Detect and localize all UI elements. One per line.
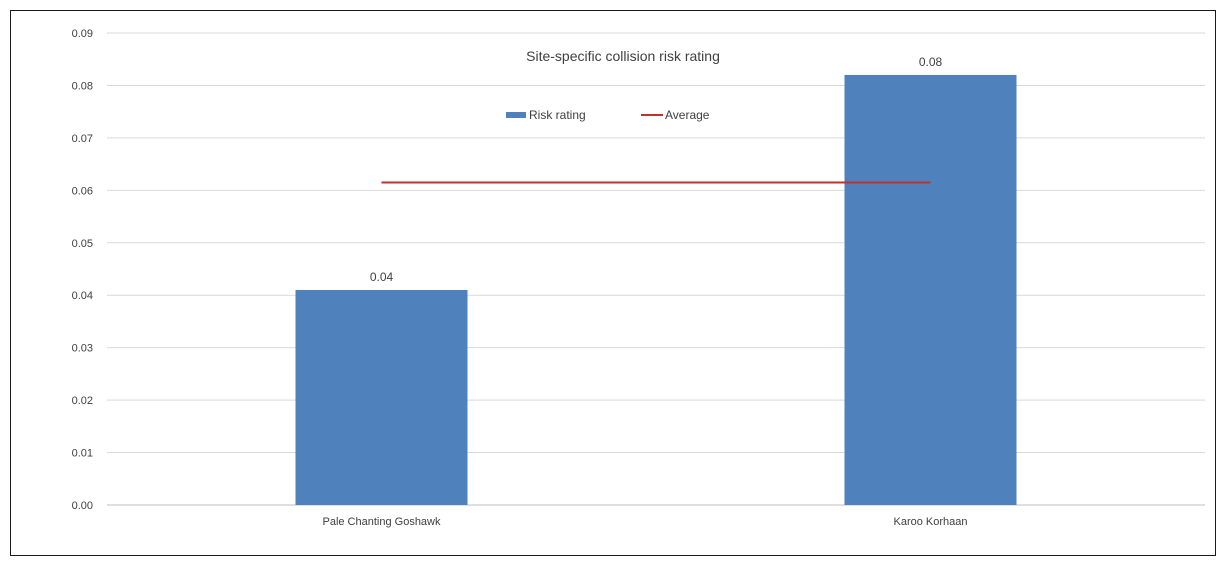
- legend: Risk rating Average: [506, 108, 710, 122]
- chart-frame: 0.00 0.01 0.02 0.03 0.04 0.05 0.06 0.07 0.08 0.09…: [10, 10, 1216, 556]
- y-tick-label: 0.09: [72, 28, 93, 40]
- x-tick-label: Pale Chanting Goshawk: [322, 516, 441, 528]
- legend-label-average: Average: [665, 108, 710, 122]
- x-axis-category-labels: Pale Chanting Goshawk Karoo Korhaan: [322, 516, 967, 528]
- bar: [295, 289, 468, 505]
- gridlines: [107, 32, 1205, 506]
- y-tick-label: 0.00: [72, 500, 93, 512]
- data-label: 0.04: [370, 270, 394, 284]
- bar-chart: 0.00 0.01 0.02 0.03 0.04 0.05 0.06 0.07 0.08 0.09…: [72, 28, 1205, 528]
- chart-title: Site-specific collision risk rating: [526, 48, 720, 64]
- data-labels: 0.04 0.08: [370, 55, 943, 284]
- y-tick-label: 0.07: [72, 133, 93, 145]
- legend-swatch-risk-rating: [506, 112, 526, 118]
- data-label: 0.08: [919, 55, 943, 69]
- y-tick-label: 0.01: [72, 448, 93, 460]
- bar: [844, 74, 1017, 505]
- y-tick-label: 0.08: [72, 80, 93, 92]
- y-tick-label: 0.06: [72, 185, 93, 197]
- y-tick-label: 0.02: [72, 395, 93, 407]
- y-axis-tick-labels: 0.00 0.01 0.02 0.03 0.04 0.05 0.06 0.07 0.08 0.09: [72, 28, 93, 512]
- y-tick-label: 0.04: [72, 290, 93, 302]
- legend-label-risk-rating: Risk rating: [529, 108, 586, 122]
- x-tick-label: Karoo Korhaan: [894, 516, 968, 528]
- y-tick-label: 0.03: [72, 343, 93, 355]
- y-tick-label: 0.05: [72, 238, 93, 250]
- bars: [295, 74, 1017, 505]
